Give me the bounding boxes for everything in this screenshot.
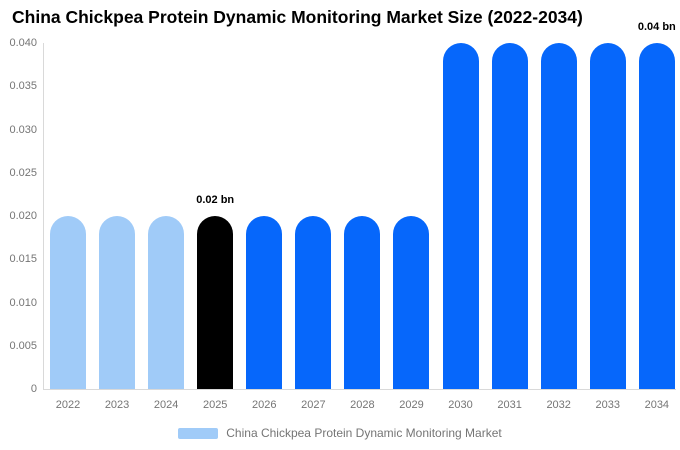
y-axis-tick-label: 0.035 xyxy=(9,80,37,93)
x-axis-tick-label: 2033 xyxy=(595,399,620,411)
bar-2034[interactable] xyxy=(638,43,675,389)
legend-item[interactable]: China Chickpea Protein Dynamic Monitorin… xyxy=(0,426,680,440)
bar-2022[interactable] xyxy=(50,216,86,389)
x-axis-tick-label: 2023 xyxy=(104,399,130,411)
legend-swatch xyxy=(178,427,219,439)
x-axis-tick-label: 2028 xyxy=(350,399,375,411)
bar-2029[interactable] xyxy=(393,216,430,389)
y-axis-tick-label: 0.025 xyxy=(9,166,37,179)
x-axis-tick-label: 2031 xyxy=(497,399,522,411)
bar-2026[interactable] xyxy=(246,216,283,389)
bar-2023[interactable] xyxy=(99,216,136,389)
value-label: 0.02 bn xyxy=(196,194,235,206)
value-label: 0.04 bn xyxy=(637,21,676,33)
bar-2032[interactable] xyxy=(540,43,577,389)
bar-2028[interactable] xyxy=(344,216,381,389)
x-axis-tick-label: 2026 xyxy=(252,399,277,411)
x-axis-tick-label: 2032 xyxy=(546,399,571,411)
y-axis-tick-label: 0.015 xyxy=(9,253,37,266)
y-axis-line xyxy=(43,43,44,389)
bar-2024[interactable] xyxy=(148,216,185,389)
bar-2027[interactable] xyxy=(295,216,332,389)
x-axis-tick-label: 2024 xyxy=(153,399,179,411)
x-axis-tick-label: 2022 xyxy=(55,399,81,411)
y-axis-tick-label: 0.020 xyxy=(9,210,37,222)
x-axis-tick-label: 2034 xyxy=(644,399,670,411)
y-axis-tick-label: 0.005 xyxy=(9,339,37,352)
bar-2031[interactable] xyxy=(491,43,528,389)
bar-2030[interactable] xyxy=(442,43,479,389)
chart-title: China Chickpea Protein Dynamic Monitorin… xyxy=(12,7,583,27)
y-axis-tick-label: 0 xyxy=(30,383,37,395)
x-axis-tick-label: 2025 xyxy=(202,399,228,411)
legend-label: China Chickpea Protein Dynamic Monitorin… xyxy=(226,426,502,440)
bar-2025[interactable] xyxy=(197,216,234,389)
y-axis-tick-label: 0.040 xyxy=(9,37,37,49)
bar-2033[interactable] xyxy=(589,43,626,389)
y-axis-tick-label: 0.010 xyxy=(9,296,37,309)
x-axis-tick-label: 2027 xyxy=(301,399,326,411)
x-axis-tick-label: 2029 xyxy=(399,399,424,411)
y-axis-tick-label: 0.030 xyxy=(9,123,37,136)
x-axis-tick-label: 2030 xyxy=(448,399,473,411)
x-axis-line xyxy=(43,389,676,390)
